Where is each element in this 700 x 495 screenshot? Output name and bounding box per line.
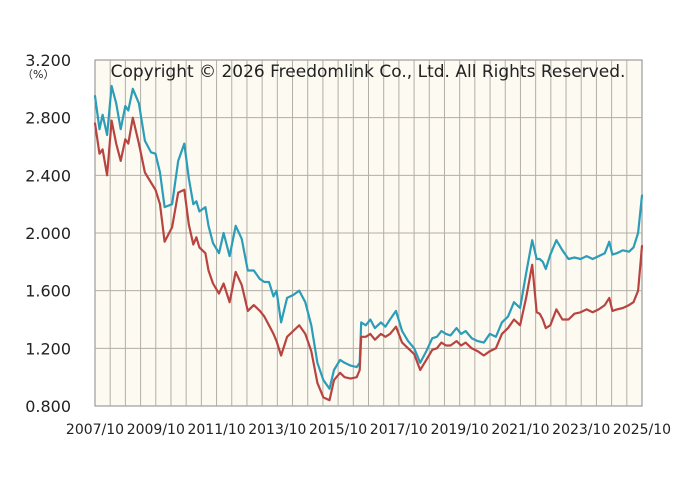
- copyright-notice: Copyright © 2026 Freedomlink Co., Ltd. A…: [111, 62, 626, 82]
- series-layer: [93, 84, 644, 402]
- x-tick-label: 2019/10: [431, 422, 489, 438]
- x-tick-label: 2021/10: [491, 422, 549, 438]
- x-axis: 2007/10 2009/10 2011/10 2013/10 2015/10 2017/…: [66, 422, 671, 438]
- y-tick-label: 1.200: [25, 339, 71, 358]
- x-tick-label: 2007/10: [66, 422, 124, 438]
- y-tick-label: 2.800: [25, 109, 71, 128]
- x-tick-label: 2017/10: [370, 422, 428, 438]
- x-tick-label: 2025/10: [613, 422, 671, 438]
- x-tick-label: 2013/10: [248, 422, 306, 438]
- y-tick-label: 2.400: [25, 166, 71, 185]
- series-line-teal: [93, 84, 644, 390]
- x-tick-label: 2015/10: [309, 422, 367, 438]
- x-tick-label: 2011/10: [187, 422, 245, 438]
- series-line-red: [93, 116, 644, 402]
- y-tick-label: 3.200: [25, 51, 71, 70]
- y-unit-label: （%）: [22, 68, 54, 81]
- y-tick-label: 1.600: [25, 282, 71, 301]
- y-axis: 0.800 1.200 1.600 2.000 2.400 2.800 3.200: [25, 51, 71, 416]
- y-tick-label: 2.000: [25, 224, 71, 243]
- y-tick-label: 0.800: [25, 397, 71, 416]
- x-tick-label: 2009/10: [127, 422, 185, 438]
- gridlines: [95, 60, 642, 406]
- x-tick-label: 2023/10: [552, 422, 610, 438]
